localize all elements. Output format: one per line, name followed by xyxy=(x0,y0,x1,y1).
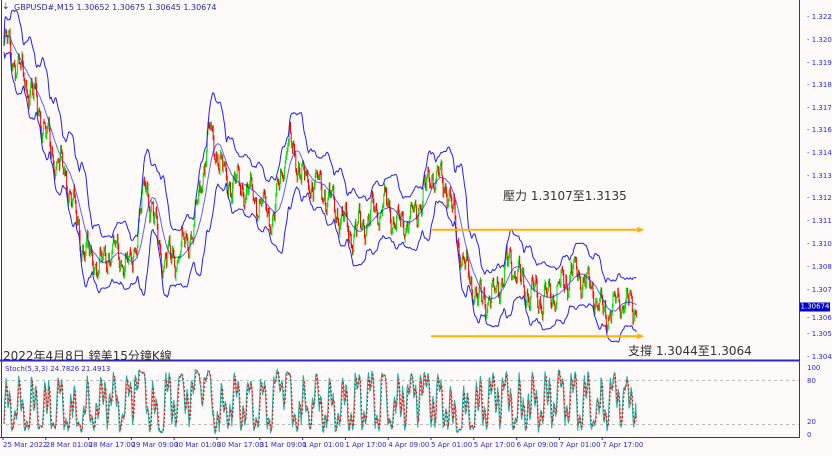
time-tick: 5 Apr 01:00 xyxy=(431,441,473,449)
price-tick: - 1.30765 xyxy=(807,285,832,294)
price-tick: - 1.31125 xyxy=(807,217,832,226)
chart-title-note: 2022年4月8日 鎊美15分鐘K線 xyxy=(3,349,172,363)
stoch-tick: 20 xyxy=(807,417,816,426)
time-tick: 1 Apr 17:00 xyxy=(345,441,387,449)
time-tick: 1 Apr 01:00 xyxy=(302,441,344,449)
time-tick: 7 Apr 01:00 xyxy=(559,441,601,449)
time-tick: 31 Mar 09:00 xyxy=(259,441,307,449)
price-tick: - 1.31960 xyxy=(807,58,832,67)
time-tick: 28 Mar 17:00 xyxy=(88,441,136,449)
price-tick: - 1.30885 xyxy=(807,262,832,271)
stoch-title: Stoch(5,3,3) 24.7826 21.4913 xyxy=(5,365,111,373)
price-tick: - 1.31840 xyxy=(807,81,832,90)
price-tick: - 1.32200 xyxy=(807,13,832,21)
levels xyxy=(431,226,645,340)
price-tick: - 1.31720 xyxy=(807,104,832,113)
price-tick: - 1.31005 xyxy=(807,240,832,249)
support-note: 支撐 1.3044至1.3064 xyxy=(628,344,752,358)
time-tick: 29 Mar 09:00 xyxy=(131,441,179,449)
stoch-main-line xyxy=(3,367,637,435)
time-tick: 30 Mar 01:00 xyxy=(174,441,221,449)
price-tick: - 1.31605 xyxy=(807,126,832,135)
resistance-arrowhead xyxy=(637,226,645,233)
price-tick: - 1.32080 xyxy=(807,35,832,44)
upper-band xyxy=(3,9,637,284)
stoch-tick: 0 xyxy=(807,431,812,439)
time-tick: 5 Apr 17:00 xyxy=(473,441,515,449)
resistance-note: 壓力 1.3107至1.3135 xyxy=(503,189,627,203)
stoch-tick: 80 xyxy=(807,377,816,386)
time-tick: 30 Mar 17:00 xyxy=(217,441,264,449)
stoch-signal-line xyxy=(3,369,637,433)
price-tick: - 1.31365 xyxy=(807,171,832,180)
time-tick: 7 Apr 17:00 xyxy=(602,441,644,449)
autoscroll-icon[interactable]: ⇣ xyxy=(2,2,10,12)
current-price-label: 1.30674 xyxy=(800,302,830,312)
middle-band xyxy=(3,34,637,312)
price-tick: - 1.30650 xyxy=(807,313,832,322)
price-tick: - 1.30530 xyxy=(807,330,832,339)
time-tick: 6 Apr 09:00 xyxy=(516,441,558,449)
stoch-tick: 100 xyxy=(807,364,821,372)
time-tick: 25 Mar 2022 xyxy=(3,441,48,449)
time-tick: 28 Mar 01:00 xyxy=(45,441,93,449)
support-arrowhead xyxy=(637,333,645,340)
price-tick: - 1.31485 xyxy=(807,148,832,157)
symbol-label: GBPUSD#,M15 xyxy=(14,3,74,12)
chart-header: GBPUSD#,M15 1.30652 1.30675 1.30645 1.30… xyxy=(14,3,216,12)
ohlc-readout: 1.30652 1.30675 1.30645 1.30674 xyxy=(76,3,217,12)
lower-band xyxy=(3,51,637,343)
price-tick: - 1.31245 xyxy=(807,194,832,203)
time-tick: 4 Apr 09:00 xyxy=(388,441,430,449)
